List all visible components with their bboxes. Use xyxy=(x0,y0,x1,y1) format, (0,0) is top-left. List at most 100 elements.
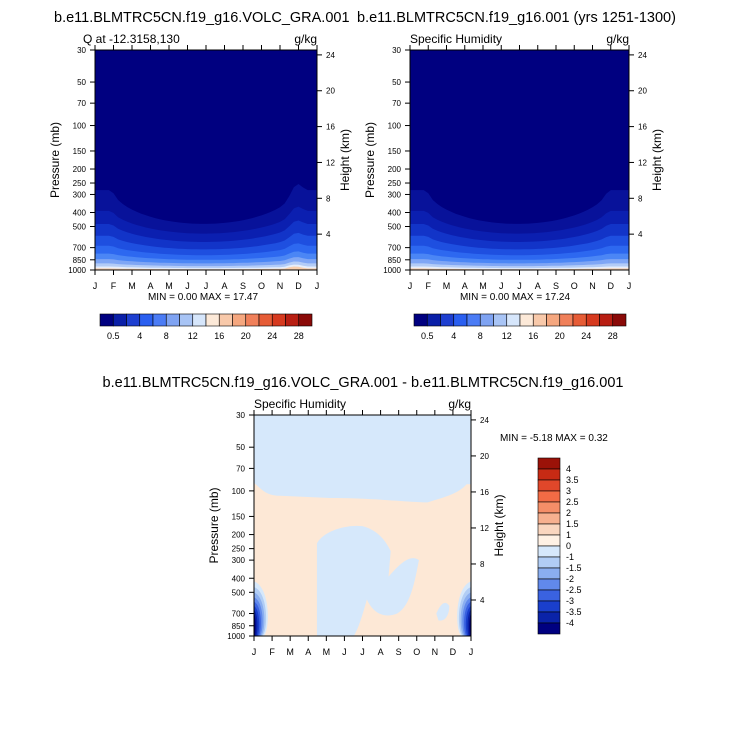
y-tick-label: 400 xyxy=(388,209,402,218)
colorbar-label: 20 xyxy=(555,331,565,341)
y-right-tick-label: 4 xyxy=(326,230,331,239)
colorbar-label: 4 xyxy=(137,331,142,341)
y-right-tick-label: 12 xyxy=(638,158,647,167)
colorbar-label: -3 xyxy=(566,596,574,606)
colorbar-box xyxy=(258,313,273,327)
x-tick-label: A xyxy=(305,647,311,657)
y-tick-label: 70 xyxy=(236,464,245,473)
x-tick-label: F xyxy=(426,281,432,291)
colorbar-box xyxy=(537,600,561,613)
y-tick-label: 700 xyxy=(73,244,87,253)
colorbar-label: 12 xyxy=(502,331,512,341)
colorbar-label: -1 xyxy=(566,552,574,562)
x-tick-label: A xyxy=(378,647,384,657)
y-tick-label: 200 xyxy=(232,531,246,540)
colorbar-box xyxy=(537,512,561,525)
x-tick-label: J xyxy=(408,281,413,291)
x-tick-label: J xyxy=(469,647,474,657)
y-tick-label: 150 xyxy=(232,512,246,521)
y-right-tick-label: 12 xyxy=(326,158,335,167)
y-right-axis-title: Height (km) xyxy=(492,494,506,556)
x-tick-label: A xyxy=(462,281,468,291)
x-tick-label: M xyxy=(443,281,451,291)
x-tick-label: S xyxy=(240,281,246,291)
y-tick-label: 150 xyxy=(73,147,87,156)
x-tick-label: M xyxy=(165,281,173,291)
colorbar-label: 0.5 xyxy=(107,331,120,341)
colorbar-box xyxy=(546,313,561,327)
y-tick-label: 70 xyxy=(392,99,401,108)
negative-region xyxy=(436,602,450,621)
colorbar-label: 2.5 xyxy=(566,497,579,507)
panel2-title: b.e11.BLMTRC5CN.f19_g16.001 (yrs 1251-13… xyxy=(357,10,676,26)
x-tick-label: J xyxy=(315,281,320,291)
y-right-tick-label: 8 xyxy=(480,560,485,569)
x-tick-label: J xyxy=(360,647,365,657)
x-tick-label: M xyxy=(286,647,294,657)
y-tick-label: 150 xyxy=(388,147,402,156)
panel1-stats: MIN = 0.00 MAX = 17.47 xyxy=(148,292,258,303)
x-tick-label: D xyxy=(450,647,457,657)
y-right-axis-title: Height (km) xyxy=(338,129,352,191)
y-axis-title: Pressure (mb) xyxy=(48,122,62,198)
x-tick-label: A xyxy=(221,281,227,291)
colorbar-label: -4 xyxy=(566,618,574,628)
y-right-tick-label: 16 xyxy=(326,123,335,132)
x-tick-label: N xyxy=(589,281,596,291)
colorbar-box xyxy=(232,313,247,327)
colorbar-box xyxy=(537,468,561,481)
colorbar-label: -2.5 xyxy=(566,585,582,595)
y-right-tick-label: 20 xyxy=(326,87,335,96)
y-axis-title: Pressure (mb) xyxy=(207,487,221,563)
y-right-tick-label: 4 xyxy=(638,230,643,239)
y-tick-label: 300 xyxy=(388,190,402,199)
colorbar-label: 12 xyxy=(188,331,198,341)
colorbar-box xyxy=(537,556,561,569)
colorbar-label: 4 xyxy=(566,464,571,474)
colorbar-box xyxy=(112,313,127,327)
x-tick-label: O xyxy=(258,281,265,291)
colorbar-box xyxy=(537,479,561,492)
y-tick-label: 100 xyxy=(388,122,402,131)
panel1-title: b.e11.BLMTRC5CN.f19_g16.VOLC_GRA.001 xyxy=(54,10,350,26)
y-tick-label: 50 xyxy=(392,78,401,87)
y-tick-label: 1000 xyxy=(68,266,86,275)
colorbar-label: 2 xyxy=(566,508,571,518)
y-right-tick-label: 24 xyxy=(480,416,489,425)
panel1-right-label: g/kg xyxy=(294,32,317,46)
panel2-plot: J F M A M J J A S O N D J 30 50 70 100 150 200 250 300 400 500… xyxy=(363,45,664,291)
colorbar-box xyxy=(453,313,468,327)
colorbar-label: 3.5 xyxy=(566,475,579,485)
x-tick-label: J xyxy=(627,281,632,291)
y-tick-label: 700 xyxy=(388,244,402,253)
colorbar-panel2: 0.5 4 8 12 16 20 24 28 xyxy=(413,313,627,341)
colorbar-box xyxy=(126,313,141,327)
colorbar-label: 16 xyxy=(214,331,224,341)
y-tick-label: 30 xyxy=(77,46,86,55)
panel3-right-label: g/kg xyxy=(448,397,471,411)
x-tick-label: A xyxy=(147,281,153,291)
colorbar-box xyxy=(179,313,194,327)
y-tick-label: 500 xyxy=(388,223,402,232)
y-tick-label: 700 xyxy=(232,610,246,619)
y-right-tick-label: 4 xyxy=(480,596,485,605)
colorbar-box xyxy=(537,534,561,547)
x-tick-label: S xyxy=(396,647,402,657)
contour-band xyxy=(95,266,317,270)
colorbar-box xyxy=(413,313,428,327)
y-tick-label: 500 xyxy=(232,588,246,597)
x-tick-label: O xyxy=(413,647,420,657)
colorbar-box xyxy=(612,313,627,327)
x-tick-label: N xyxy=(277,281,284,291)
x-tick-label: D xyxy=(295,281,302,291)
x-tick-label: O xyxy=(571,281,578,291)
y-tick-label: 300 xyxy=(232,556,246,565)
colorbar-box xyxy=(559,313,574,327)
y-tick-label: 250 xyxy=(232,545,246,554)
colorbar-box xyxy=(493,313,508,327)
y-tick-label: 1000 xyxy=(227,632,245,641)
contour-band xyxy=(95,264,317,270)
x-tick-label: J xyxy=(185,281,190,291)
colorbar-box xyxy=(426,313,441,327)
colorbar-box xyxy=(165,313,180,327)
